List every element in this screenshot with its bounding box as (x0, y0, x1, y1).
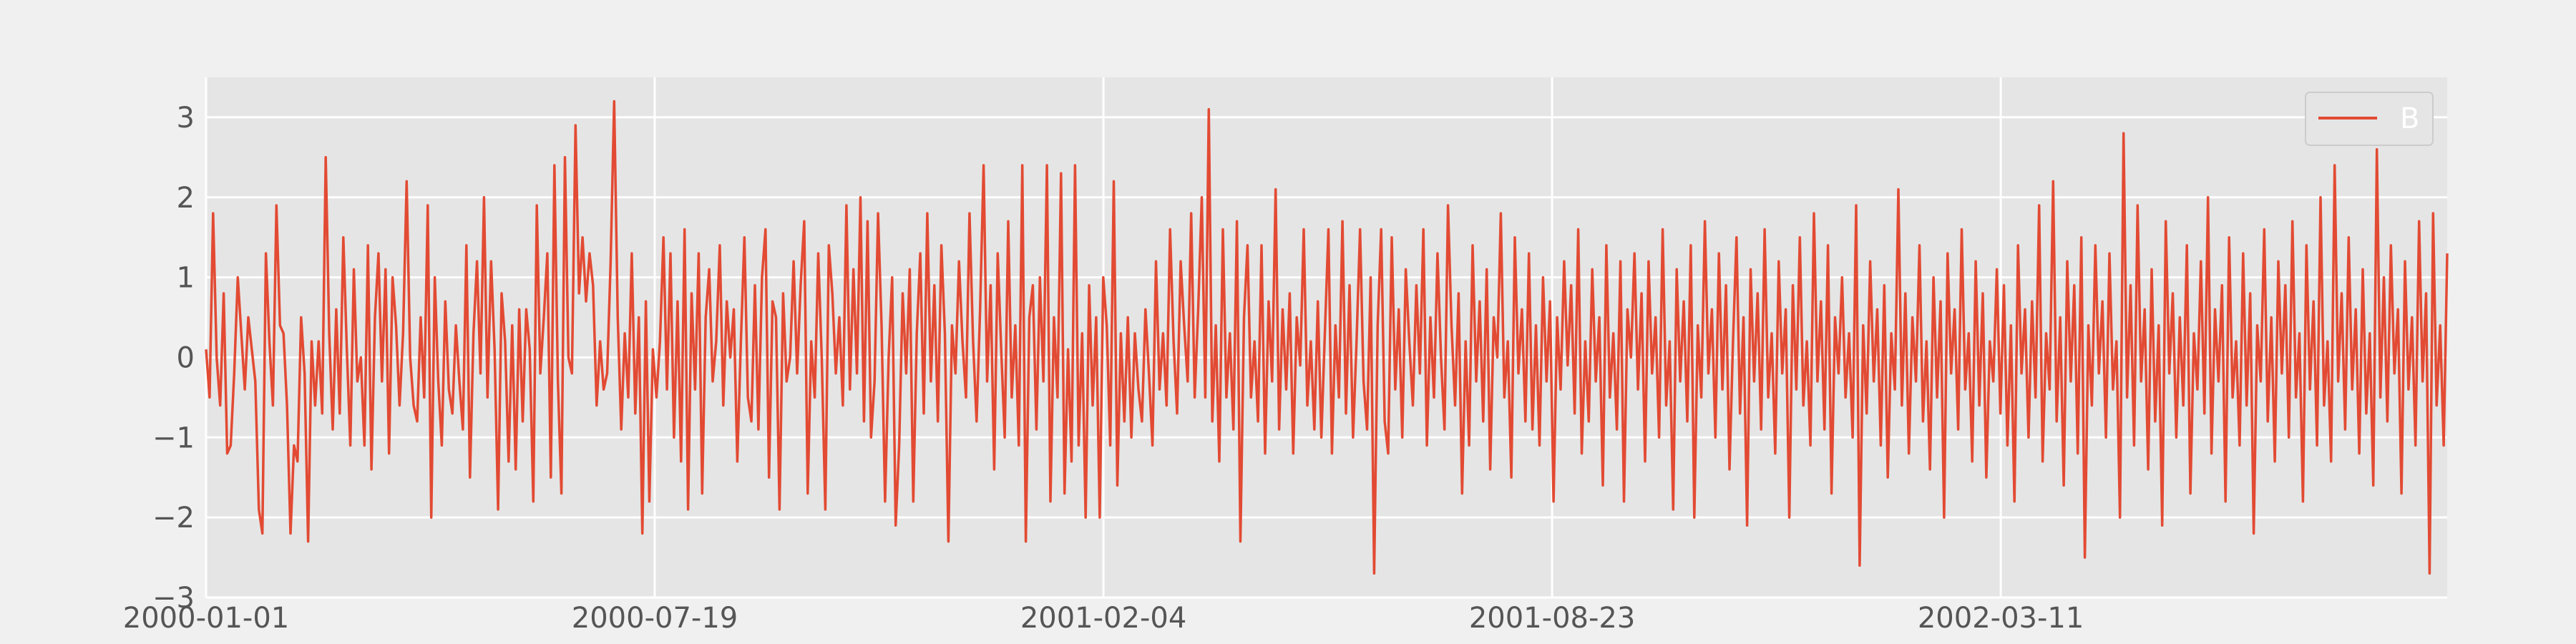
y-tick-label: 2 (177, 182, 195, 215)
series-layer (205, 99, 2449, 575)
x-tick-label: 2001-02-04 (1020, 602, 1186, 635)
y-tick-label: −3 (152, 582, 195, 615)
series-line-B (205, 99, 2449, 575)
y-tick-label: 3 (177, 102, 195, 135)
x-tick-label: 2001-08-23 (1469, 602, 1635, 635)
legend-label-B: B (2400, 102, 2419, 135)
y-tick-label: 1 (177, 262, 195, 295)
y-tick-label: 0 (177, 341, 195, 374)
x-tick-label: 2000-01-01 (123, 602, 289, 635)
y-tick-label: −2 (152, 502, 195, 535)
axis-labels: −3 −2 −1 0 1 2 3 2000-01-01 2000-07-19 2001-02-04… (123, 102, 2084, 635)
x-tick-label: 2000-07-19 (572, 602, 738, 635)
y-tick-label: −1 (152, 421, 195, 454)
plot-area (206, 77, 2447, 597)
legend: B (2305, 92, 2434, 146)
x-tick-label: 2002-03-11 (1918, 602, 2084, 635)
